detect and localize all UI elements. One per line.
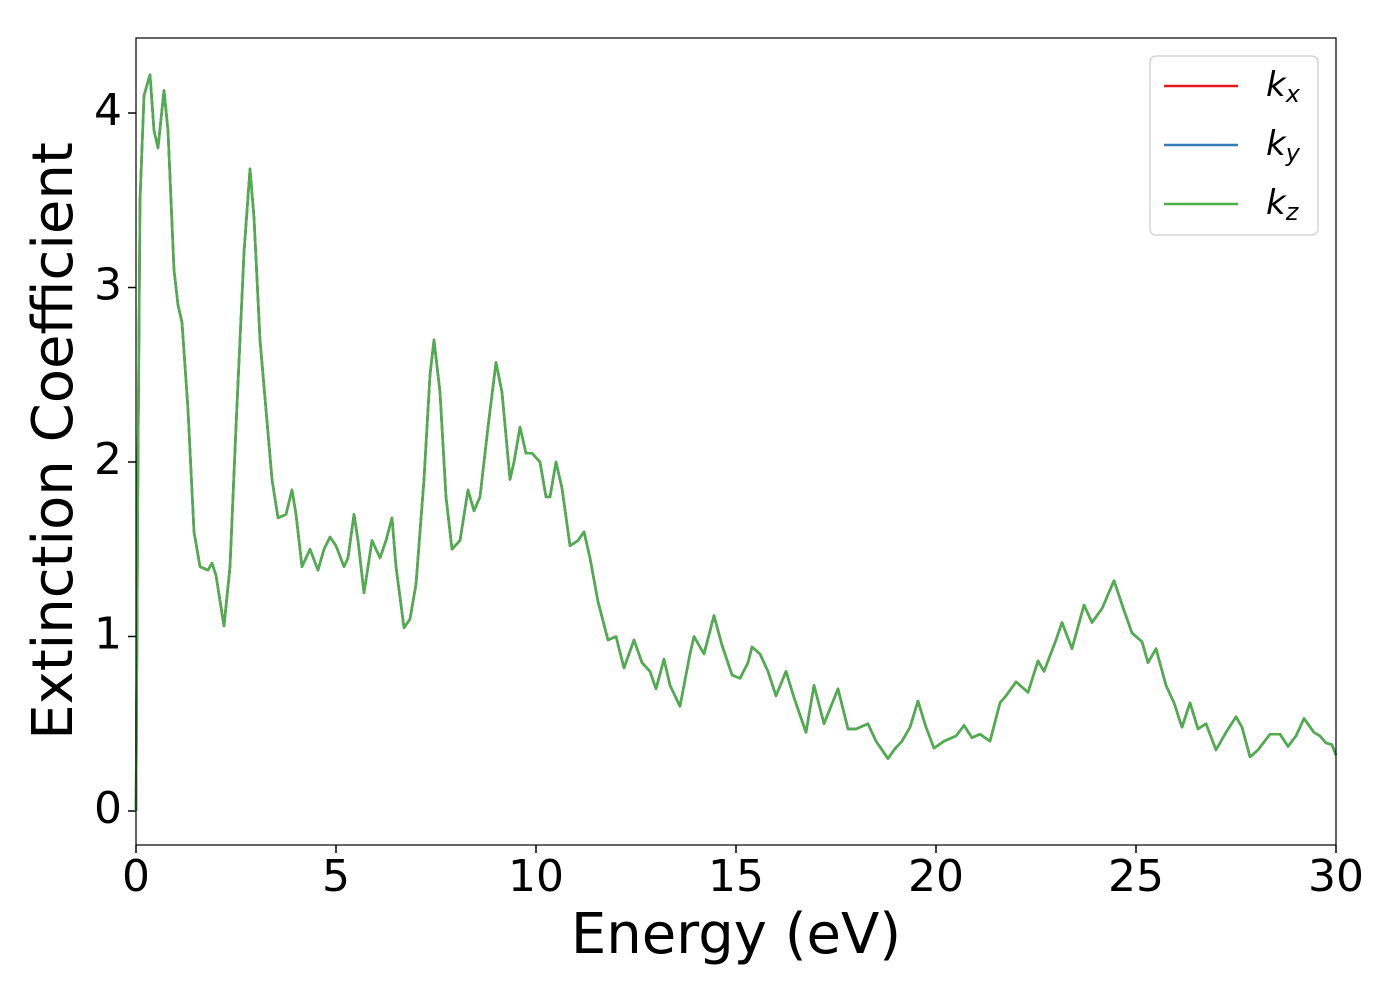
y-tick-label: 0 (94, 783, 122, 834)
x-tick-label: 30 (1308, 851, 1364, 902)
x-tick-label: 25 (1108, 851, 1164, 902)
x-tick-label: 10 (508, 851, 564, 902)
y-tick-label: 2 (94, 434, 122, 485)
x-axis-label: Energy (eV) (571, 902, 901, 967)
line (134, 73, 1338, 811)
legend-label: kz (1266, 183, 1300, 227)
x-tick-label: 5 (322, 851, 350, 902)
x-tick-label: 15 (708, 851, 764, 902)
y-tick-label: 4 (94, 85, 122, 136)
x-tick-label: 0 (122, 851, 150, 902)
legend-label: ky (1266, 124, 1301, 168)
plot-frame (135, 37, 1337, 846)
legend-label: kx (1266, 65, 1301, 109)
y-axis-label: Extinction Coefficient (21, 142, 86, 740)
x-tick-label: 20 (908, 851, 964, 902)
y-tick-label: 3 (94, 260, 122, 311)
y-tick-label: 1 (94, 608, 122, 659)
